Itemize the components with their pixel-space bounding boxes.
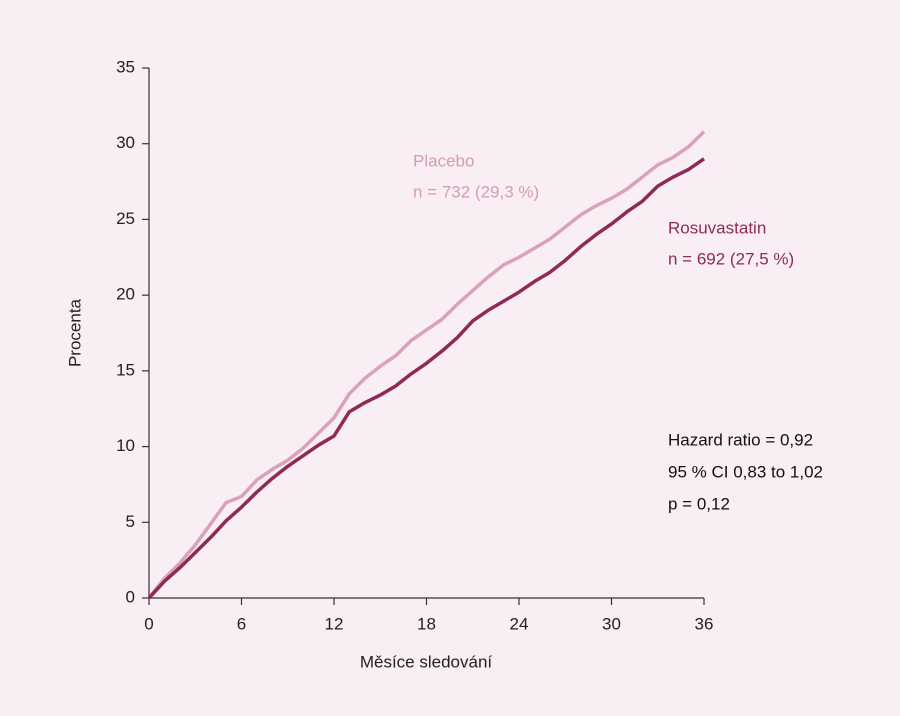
y-tick-label: 15 [116,360,135,379]
x-axis-label: Měsíce sledování [360,652,493,671]
line-series [147,157,705,600]
y-tick-label: 25 [116,209,135,228]
annotation: Rosuvastatin [668,218,766,237]
line-series [147,130,706,600]
y-tick-label: 0 [126,587,135,606]
y-tick-label: 30 [116,133,135,152]
x-tick-label: 0 [144,614,153,633]
x-tick-label: 6 [237,614,246,633]
annotation: Hazard ratio = 0,92 [668,430,813,449]
y-tick-label: 20 [116,285,135,304]
x-tick-label: 36 [695,614,714,633]
annotation: n = 692 (27,5 %) [668,249,794,268]
x-tick-label: 12 [325,614,344,633]
x-tick-label: 18 [417,614,436,633]
annotation: 95 % CI 0,83 to 1,02 [668,462,823,481]
x-tick-label: 24 [510,614,529,633]
annotation: p = 0,12 [668,494,730,513]
annotation: Placebo [413,151,474,170]
annotation: n = 732 (29,3 %) [413,182,539,201]
x-tick-label: 30 [602,614,621,633]
y-tick-label: 35 [116,57,135,76]
y-tick-label: 10 [116,436,135,455]
y-tick-label: 5 [126,512,135,531]
y-axis-label: Procenta [65,298,84,367]
